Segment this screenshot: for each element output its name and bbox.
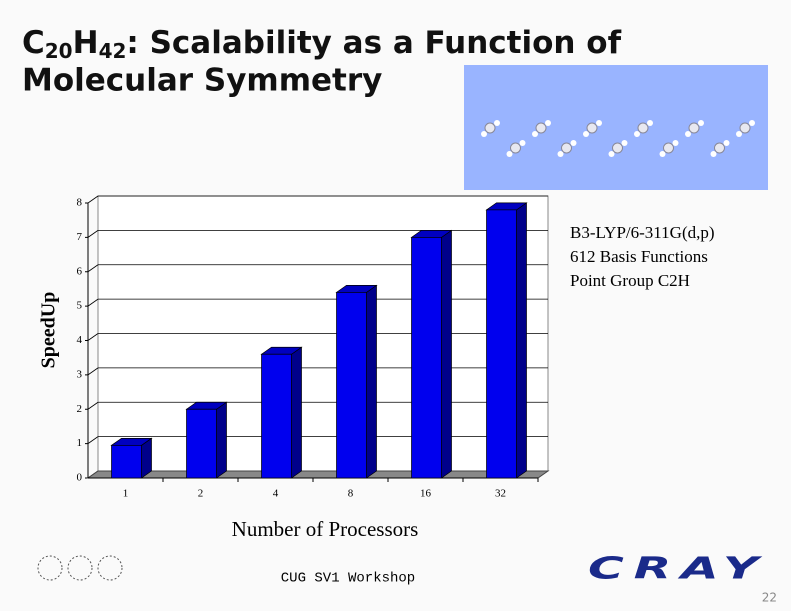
- footer: CUG SV1 Workshop: [281, 571, 415, 587]
- x-tick-label: 4: [273, 488, 279, 500]
- atom: [647, 120, 653, 126]
- atom: [596, 120, 602, 126]
- y-tick-label: 5: [77, 300, 83, 312]
- grid-line: [87, 436, 99, 444]
- bar: [336, 292, 367, 479]
- atom: [637, 122, 649, 134]
- slide-title: C20H42: Scalability as a Function of: [22, 25, 622, 63]
- y-tick-label: 6: [77, 265, 83, 277]
- bar-side: [291, 346, 302, 479]
- atom: [698, 120, 704, 126]
- atom: [494, 120, 500, 126]
- atom: [481, 131, 487, 137]
- slide-title: Molecular Symmetry: [22, 63, 382, 99]
- footer-logo-left: [37, 555, 123, 581]
- annotation: B3-LYP/6-311G(d,p): [570, 223, 715, 242]
- atom: [583, 131, 589, 137]
- title-part: C: [22, 25, 45, 61]
- title-part: : Scalability as a Function of: [126, 25, 621, 61]
- y-tick-label: 0: [77, 472, 83, 484]
- atom: [739, 122, 751, 134]
- y-tick-label: 3: [77, 368, 83, 380]
- bar-side: [216, 401, 227, 479]
- grid-line: [87, 230, 99, 238]
- bar: [486, 209, 517, 479]
- annotation: 612 Basis Functions: [570, 247, 708, 266]
- atom: [545, 120, 551, 126]
- grid-line: [87, 401, 99, 410]
- bar: [111, 444, 142, 479]
- atom: [659, 151, 666, 157]
- atom: [506, 151, 513, 157]
- molecule: [481, 120, 755, 157]
- y-tick-label: 8: [77, 197, 83, 209]
- atom: [561, 142, 572, 154]
- x-axis-label: Number of Processors: [232, 517, 419, 541]
- x-tick-label: 2: [198, 488, 204, 500]
- molecule-image: [464, 65, 768, 190]
- bar-side: [366, 284, 377, 479]
- atom: [608, 151, 615, 157]
- atom: [710, 151, 717, 157]
- grid-line: [87, 264, 99, 273]
- y-axis-label: SpeedUp: [38, 292, 60, 369]
- atom: [557, 151, 564, 157]
- bar: [186, 408, 217, 479]
- atom: [484, 122, 496, 134]
- y-tick-label: 7: [77, 231, 83, 243]
- image-background: [464, 65, 768, 190]
- annotation: Point Group C2H: [570, 271, 690, 290]
- title-part: 20: [45, 39, 73, 63]
- cray-logo: CRAY: [588, 552, 768, 587]
- grid-line: [87, 333, 99, 341]
- atom: [612, 142, 623, 154]
- atom: [570, 140, 577, 146]
- x-tick-label: 8: [348, 488, 354, 500]
- grid-line: [87, 367, 99, 376]
- atom: [723, 140, 730, 146]
- grid-line: [87, 195, 99, 204]
- atom: [510, 142, 521, 154]
- y-tick-label: 4: [77, 334, 83, 346]
- atom: [519, 140, 526, 146]
- bar: [411, 237, 442, 479]
- atom: [688, 122, 700, 134]
- atom: [621, 140, 628, 146]
- x-tick-label: 32: [495, 488, 506, 500]
- atom: [749, 120, 755, 126]
- title-part: 42: [99, 39, 127, 63]
- y-tick-label: 2: [77, 403, 83, 415]
- atom: [634, 131, 640, 137]
- x-tick-label: 16: [420, 488, 432, 500]
- atom: [586, 122, 598, 134]
- atom: [663, 142, 674, 154]
- bar-side: [441, 229, 452, 479]
- title-part: H: [73, 25, 99, 61]
- x-tick-label: 1: [123, 488, 129, 500]
- atom: [532, 131, 538, 137]
- atom: [685, 131, 691, 137]
- atom: [672, 140, 679, 146]
- atom: [714, 142, 725, 154]
- grid-line: [87, 298, 99, 307]
- atom: [736, 131, 742, 137]
- atom: [535, 122, 547, 134]
- bar-side: [516, 202, 527, 479]
- bar: [261, 353, 292, 479]
- page-number: 22: [762, 591, 777, 605]
- chart: 0 1 2 3 4 5 6 7 8 1 2 4 8 16 32: [77, 195, 550, 500]
- floor: [86, 470, 550, 479]
- y-tick-label: 1: [77, 437, 83, 449]
